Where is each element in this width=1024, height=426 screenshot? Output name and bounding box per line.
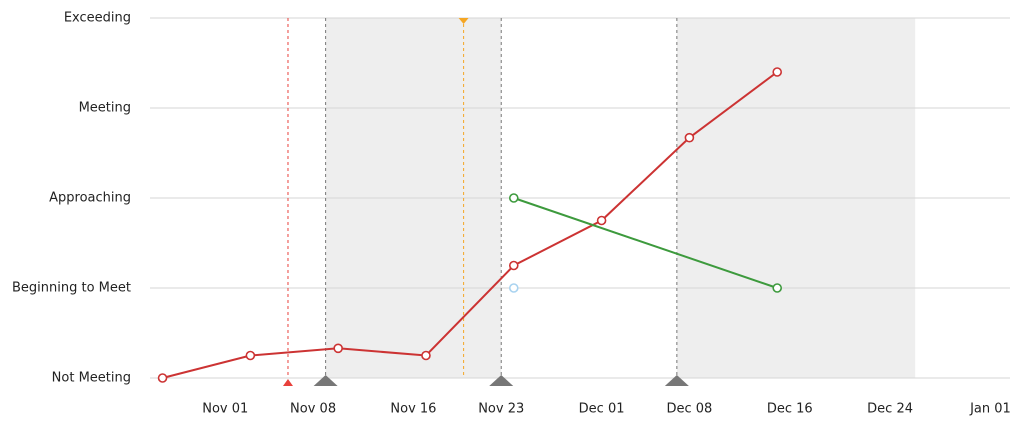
reference-marker bbox=[282, 379, 293, 386]
data-point bbox=[508, 260, 519, 271]
x-tick-label: Nov 01 bbox=[202, 402, 248, 417]
series-line bbox=[162, 71, 778, 379]
y-tick-label: Exceeding bbox=[64, 11, 131, 26]
data-point bbox=[508, 193, 519, 203]
x-tick-label: Dec 08 bbox=[666, 402, 712, 417]
data-point bbox=[684, 132, 695, 143]
data-point bbox=[245, 350, 256, 361]
reference-marker bbox=[313, 375, 338, 386]
y-tick-label: Approaching bbox=[49, 191, 131, 206]
reference-marker bbox=[664, 375, 689, 386]
y-tick-label: Beginning to Meet bbox=[12, 281, 131, 296]
x-tick-label: Dec 01 bbox=[579, 402, 625, 417]
data-point bbox=[596, 215, 607, 226]
y-tick-label: Not Meeting bbox=[52, 371, 131, 386]
series-line bbox=[513, 197, 778, 289]
reference-marker bbox=[489, 375, 514, 386]
reference-marker bbox=[458, 18, 469, 24]
y-tick-label: Meeting bbox=[79, 101, 131, 116]
data-point bbox=[157, 373, 168, 383]
data-point bbox=[421, 350, 431, 361]
x-tick-label: Nov 08 bbox=[290, 402, 336, 417]
data-point bbox=[772, 67, 783, 77]
x-tick-label: Dec 16 bbox=[767, 402, 813, 417]
x-tick-label: Nov 23 bbox=[478, 402, 524, 417]
x-tick-label: Dec 24 bbox=[867, 402, 913, 417]
x-tick-label: Nov 16 bbox=[390, 402, 436, 417]
x-tick-label: Jan 01 bbox=[969, 402, 1011, 417]
data-point bbox=[772, 283, 783, 293]
data-point bbox=[508, 283, 519, 293]
data-point bbox=[333, 343, 343, 354]
